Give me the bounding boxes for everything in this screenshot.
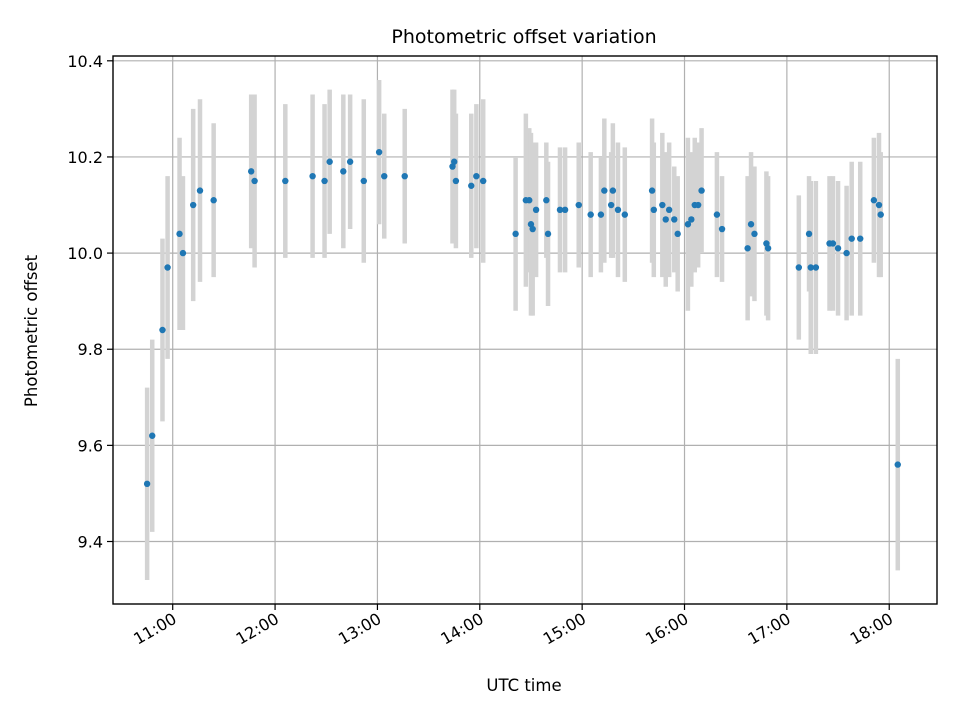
data-point: [480, 177, 487, 185]
data-point: [834, 245, 842, 252]
data-point: [764, 245, 772, 252]
data-point: [662, 216, 669, 223]
data-point: [894, 461, 901, 468]
data-point: [360, 177, 367, 185]
data-point: [614, 206, 622, 214]
data-point: [621, 211, 629, 218]
data-point: [674, 230, 681, 238]
data-point: [176, 230, 183, 238]
data-point: [713, 211, 721, 218]
data-point: [544, 230, 552, 238]
y-tick-label: 10.0: [67, 244, 103, 263]
data-point: [671, 216, 678, 223]
data-point: [179, 249, 187, 257]
data-points: [143, 148, 901, 488]
y-tick-label: 9.6: [78, 436, 103, 455]
data-point: [529, 225, 536, 233]
data-point: [718, 225, 726, 233]
data-point: [877, 211, 884, 218]
data-point: [659, 201, 666, 209]
data-point: [795, 264, 803, 271]
data-point: [381, 172, 388, 180]
data-point: [532, 206, 540, 214]
data-point: [473, 172, 480, 180]
data-point: [665, 206, 673, 214]
x-tick-label: 12:00: [233, 609, 282, 649]
data-point: [829, 240, 837, 247]
data-point: [449, 163, 456, 170]
data-point: [751, 230, 758, 238]
x-tick-label: 11:00: [130, 609, 179, 649]
data-point: [744, 245, 751, 252]
data-point: [149, 432, 156, 439]
data-point: [556, 206, 564, 214]
data-point: [609, 187, 617, 194]
data-point: [848, 235, 855, 242]
y-tick-label: 10.2: [67, 148, 103, 167]
data-point: [321, 177, 328, 185]
data-point: [807, 264, 814, 271]
x-tick-label: 18:00: [847, 609, 896, 649]
data-point: [698, 187, 705, 194]
y-axis-ticks: 9.4 9.6 9.8 10.0 10.2 10.4: [67, 52, 113, 552]
data-point: [452, 177, 460, 185]
data-point: [189, 201, 197, 209]
x-tick-label: 13:00: [335, 609, 384, 649]
data-point: [875, 201, 883, 209]
data-point: [597, 211, 605, 218]
x-tick-label: 16:00: [642, 609, 691, 649]
y-tick-label: 9.8: [78, 340, 103, 359]
data-point: [561, 206, 569, 214]
x-tick-label: 17:00: [744, 609, 793, 649]
data-point: [587, 211, 594, 218]
data-point: [688, 216, 695, 223]
data-point: [401, 172, 408, 180]
data-point: [375, 148, 383, 156]
data-point: [607, 201, 615, 209]
data-point: [282, 177, 289, 185]
data-point: [870, 197, 878, 204]
error-bars: [144, 80, 901, 580]
data-point: [805, 230, 813, 238]
y-tick-label: 9.4: [78, 533, 103, 552]
data-point: [575, 201, 582, 209]
data-point: [210, 197, 217, 204]
data-point: [196, 187, 204, 194]
data-point: [309, 172, 316, 180]
data-point: [346, 158, 354, 165]
plot-frame: [112, 55, 938, 605]
data-point: [648, 187, 656, 194]
x-axis-ticks: 11:00 12:00 13:00 14:00 15:00 16:00 17:00 18:00: [130, 604, 896, 649]
data-point: [247, 168, 255, 175]
data-point: [164, 264, 171, 271]
data-point: [857, 235, 864, 242]
data-point: [601, 187, 608, 194]
data-point: [650, 206, 658, 214]
data-point: [512, 230, 519, 238]
x-tick-label: 15:00: [540, 609, 589, 649]
chart-title: Photometric offset variation: [391, 26, 656, 48]
data-point: [527, 221, 535, 228]
data-point: [468, 182, 475, 189]
data-point: [747, 221, 755, 228]
data-point: [159, 326, 166, 334]
x-axis-label: UTC time: [486, 676, 561, 695]
data-point: [763, 240, 770, 247]
data-point: [251, 177, 258, 185]
data-point: [812, 264, 820, 271]
data-point: [340, 168, 347, 175]
data-point: [451, 158, 458, 165]
data-point: [843, 249, 850, 257]
data-point: [326, 158, 333, 165]
data-point: [694, 201, 702, 209]
y-tick-label: 10.4: [67, 52, 103, 71]
data-point: [543, 197, 550, 204]
data-point: [143, 480, 151, 488]
data-point: [526, 197, 533, 204]
data-point: [684, 221, 692, 228]
x-tick-label: 14:00: [437, 609, 486, 649]
y-axis-label: Photometric offset: [22, 254, 41, 407]
